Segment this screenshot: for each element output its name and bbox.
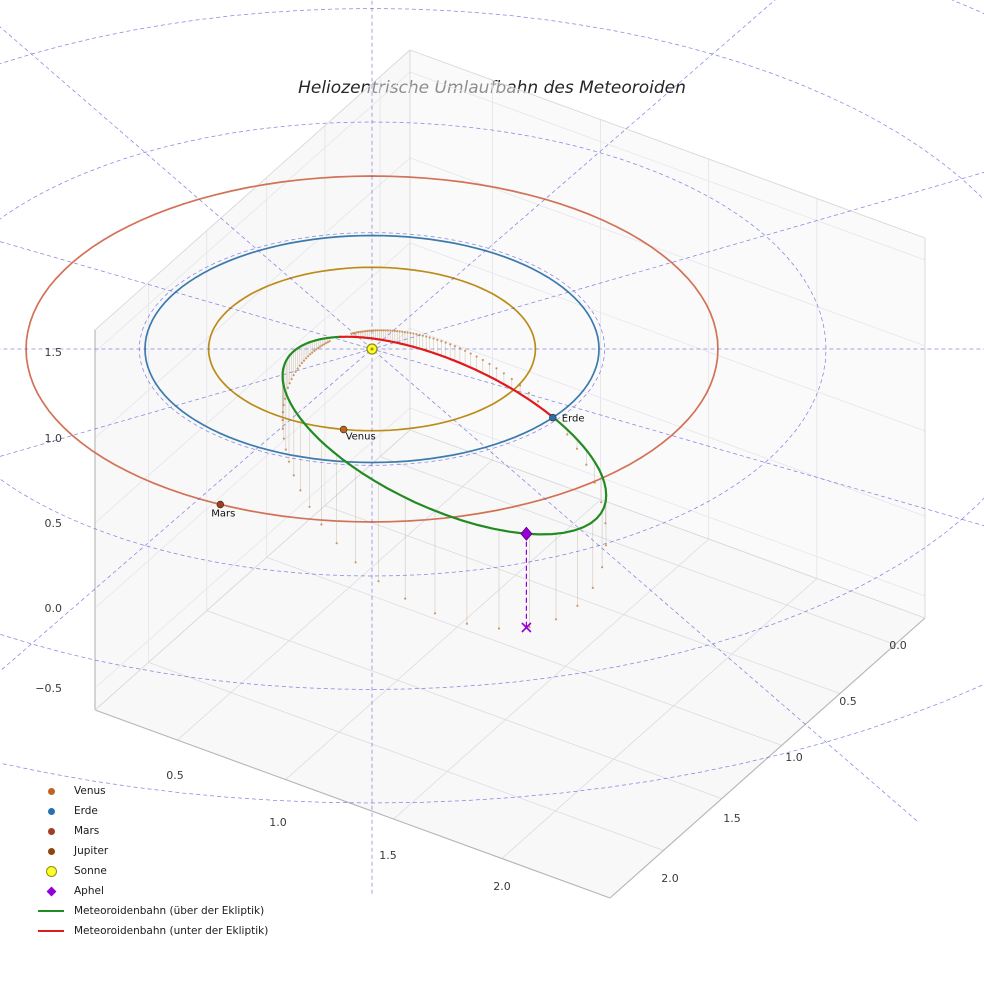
legend-item-erde: Erde (38, 801, 268, 821)
y-tick-0: 0.0 (889, 639, 907, 652)
y-tick-1: 0.5 (839, 695, 857, 708)
legend-marker-dot-icon (38, 847, 64, 855)
y-tick-4: 2.0 (661, 872, 679, 885)
z-tick-4: −0.5 (35, 682, 62, 695)
legend-item-jupiter: Jupiter (38, 841, 268, 861)
legend-label: Mars (74, 825, 100, 837)
y-tick-3: 1.5 (723, 812, 741, 825)
meteoroid-stems (281, 329, 608, 630)
legend-label: Meteoroidenbahn (über der Ekliptik) (74, 905, 265, 917)
z-tick-2: 0.5 (45, 517, 63, 530)
legend-label: Aphel (74, 885, 104, 897)
legend-item-orbit-above: Meteoroidenbahn (über der Ekliptik) (38, 901, 268, 921)
legend-marker-dot-icon (38, 827, 64, 835)
legend-label: Erde (74, 805, 98, 817)
legend-item-aphel: Aphel (38, 881, 268, 901)
legend-marker-dot-icon (38, 787, 64, 795)
meteoroid-orbit-below (339, 335, 556, 420)
z-tick-3: 0.0 (45, 602, 63, 615)
planet-marker-erde (549, 413, 557, 422)
body-markers: Venus Erde Mars (211, 343, 585, 520)
legend-label: Sonne (74, 865, 107, 877)
legend-marker-line-icon (38, 929, 64, 933)
legend-item-sonne: Sonne (38, 861, 268, 881)
plot-label-mars: Mars (211, 509, 235, 520)
aphel-marker (520, 526, 533, 541)
x-tick-2: 1.5 (379, 849, 397, 862)
axes-box (94, 49, 926, 899)
legend-label: Venus (74, 785, 106, 797)
plot-label-erde: Erde (562, 414, 585, 425)
planet-marker-mars (216, 500, 225, 509)
x-tick-0: 0.5 (166, 769, 184, 782)
legend-marker-dot-icon (38, 807, 64, 815)
legend-item-venus: Venus (38, 781, 268, 801)
meteoroid-orbit (281, 335, 608, 536)
aphel-group (520, 526, 533, 633)
z-tick-1: 1.0 (45, 432, 63, 445)
planet-marker-venus (339, 425, 348, 434)
z-tick-0: 1.5 (45, 346, 63, 359)
legend: Venus Erde Mars Jupiter Sonne Aphel Meteoroide… (38, 781, 268, 941)
x-tick-1: 1.0 (269, 816, 287, 829)
legend-label: Jupiter (74, 845, 109, 857)
x-tick-3: 2.0 (493, 880, 511, 893)
legend-marker-circle-icon (38, 865, 64, 877)
plot-label-venus: Venus (346, 432, 376, 443)
legend-marker-diamond-icon (38, 886, 64, 896)
legend-label: Meteoroidenbahn (unter der Ekliptik) (74, 925, 269, 937)
legend-item-mars: Mars (38, 821, 268, 841)
axis-tick-labels: 1.5 1.0 0.5 0.0 −0.5 0.5 1.0 1.5 2.0 0.0 0.5 1.0 1.5… (35, 346, 906, 893)
legend-item-orbit-below: Meteoroidenbahn (unter der Ekliptik) (38, 921, 268, 941)
meteoroid-orbit-above (281, 335, 608, 536)
legend-marker-line-icon (38, 909, 64, 913)
y-tick-2: 1.0 (785, 751, 803, 764)
